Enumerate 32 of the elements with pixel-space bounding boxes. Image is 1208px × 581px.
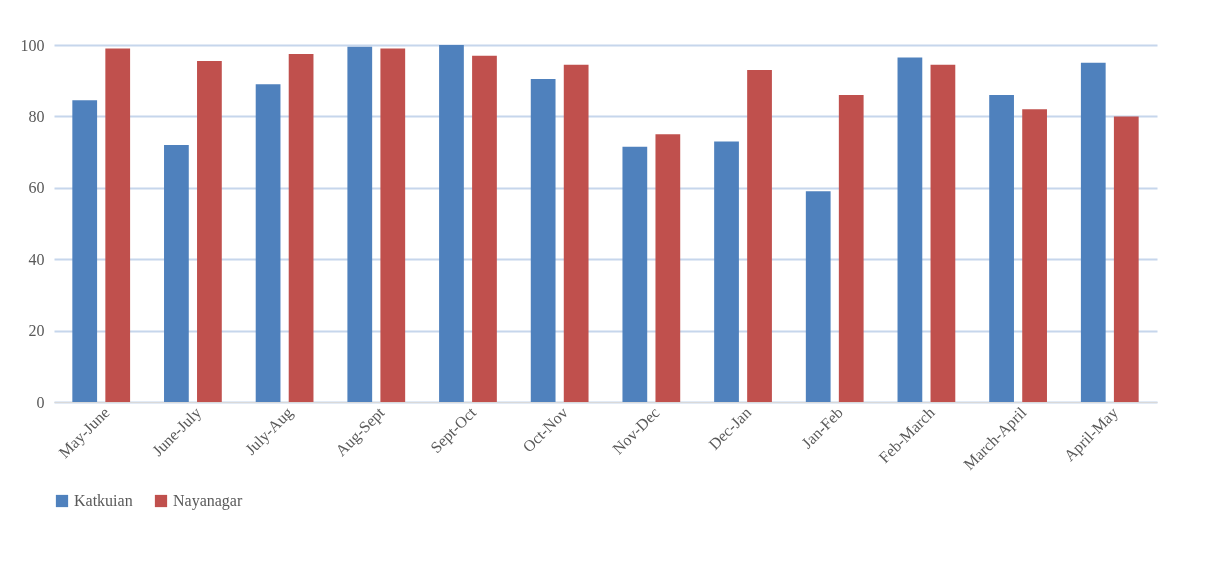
- bar: [439, 45, 464, 402]
- bar: [622, 146, 648, 402]
- bar: [530, 78, 556, 402]
- bar: [472, 55, 497, 402]
- bar: [72, 100, 98, 402]
- bar: [897, 57, 923, 402]
- bar: [347, 46, 373, 402]
- y-tick-label: 40: [28, 250, 45, 268]
- bar: [164, 144, 189, 402]
- y-tick-label: 0: [36, 393, 45, 411]
- legend-label: Nayanagar: [173, 492, 243, 510]
- y-tick-label: 80: [28, 107, 45, 125]
- bar: [197, 61, 222, 402]
- y-tick-label: 100: [20, 36, 45, 54]
- bar: [288, 53, 314, 402]
- bar: [1022, 109, 1047, 402]
- bar: [747, 69, 772, 402]
- bar: [930, 64, 956, 402]
- y-tick-label: 20: [28, 322, 45, 340]
- bar: [105, 48, 131, 402]
- legend-label: Katkuian: [74, 492, 133, 509]
- bar: [838, 94, 864, 402]
- y-tick-label: 60: [28, 179, 45, 197]
- bar: [255, 84, 281, 402]
- bar: [805, 191, 831, 402]
- bar: [380, 48, 406, 402]
- bar: [714, 141, 739, 402]
- bar: [563, 64, 589, 402]
- bar: [655, 134, 681, 402]
- bar: [1113, 116, 1139, 402]
- bar: [989, 94, 1014, 402]
- bar: [1080, 62, 1106, 402]
